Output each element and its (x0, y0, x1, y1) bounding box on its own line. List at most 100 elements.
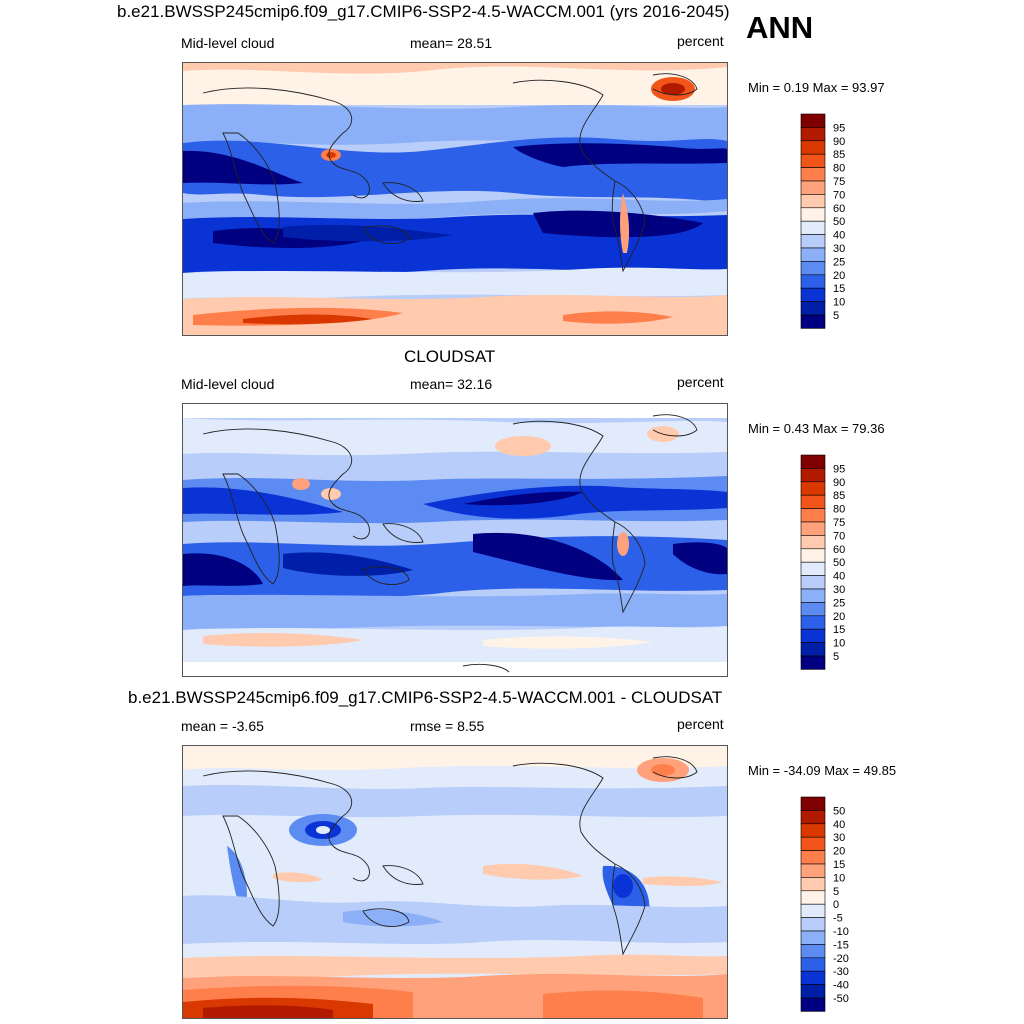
panel-2-colorbar-swatch (800, 602, 826, 617)
map-field (316, 826, 330, 834)
panel-1-colorbar-tick-label: 90 (833, 136, 845, 148)
panel-3-colorbar-swatch (800, 836, 826, 851)
map-field (183, 895, 727, 944)
panel-3-colorbar-swatch (800, 850, 826, 865)
panel-1-colorbar-swatch (800, 220, 826, 235)
panel-3-colorbar-tick-label: 50 (833, 805, 845, 817)
panel-1-colorbar-swatch (800, 207, 826, 222)
panel-2-colorbar-tick-label: 30 (833, 584, 845, 596)
map-field (283, 224, 453, 242)
map-field (183, 553, 263, 586)
map-field (183, 487, 343, 515)
panel-2-colorbar: 95 90 85 80 75 70 60 50 40 30 25 20 15 10 5 (800, 454, 861, 671)
map-field (183, 785, 727, 818)
map-field (183, 63, 727, 74)
map-field (321, 488, 341, 500)
panel-2-colorbar-swatch (800, 468, 826, 483)
panel-1-colorbar-swatch (800, 194, 826, 209)
panel-1-colorbar-swatch (800, 261, 826, 276)
panel-2-colorbar-swatch (800, 588, 826, 603)
panel-3-colorbar-tick-label: -30 (833, 966, 849, 978)
panel-2-title: CLOUDSAT (404, 347, 496, 366)
panel-3-title: b.e21.BWSSP245cmip6.f09_g17.CMIP6-SSP2-4… (128, 688, 723, 707)
map-field (183, 954, 727, 978)
panel-1-colorbar-tick-label: 30 (833, 243, 845, 255)
panel-1-colorbar-swatch (800, 274, 826, 289)
map-field (183, 295, 727, 335)
panel-3-map (182, 745, 728, 1019)
panel-2-colorbar-tick-label: 75 (833, 517, 845, 529)
panel-2-colorbar-tick-label: 50 (833, 557, 845, 569)
panel-2-colorbar-tick-label: 95 (833, 463, 845, 475)
map-field (533, 210, 703, 238)
panel-3-colorbar-tick-label: 10 (833, 872, 845, 884)
panel-1-colorbar: 95 90 85 80 75 70 60 50 40 30 25 20 15 10 5 (800, 113, 861, 330)
panel-3-colorbar-tick-label: -5 (833, 913, 843, 925)
panel-1-map (182, 62, 728, 336)
panel-2-colorbar-tick-label: 5 (833, 651, 839, 663)
panel-2-colorbar-tick-label: 60 (833, 544, 845, 556)
panel-2-colorbar-tick-label: 15 (833, 624, 845, 636)
panel-3-minmax: Min = -34.09 Max = 49.85 (748, 763, 897, 778)
panel-3-colorbar-swatch (800, 970, 826, 985)
panel-3-colorbar-swatch (800, 917, 826, 932)
panel-3-colorbar-tick-label: 40 (833, 819, 845, 831)
map-field (183, 104, 727, 145)
map-field (513, 143, 727, 167)
panel-1-colorbar-tick-label: 75 (833, 176, 845, 188)
panel-3-colorbar-swatch (800, 944, 826, 959)
panel-1-colorbar-swatch (800, 167, 826, 182)
panel-1-mean-label: mean= 28.51 (410, 35, 493, 51)
panel-3-colorbar-swatch (800, 863, 826, 878)
panel-1-colorbar-tick-label: 15 (833, 283, 845, 295)
panel-1-units-label: percent (677, 33, 724, 49)
map-field (183, 746, 727, 770)
panel-2-colorbar-swatch (800, 655, 826, 670)
panel-1-colorbar-swatch (800, 153, 826, 168)
panel-2-colorbar-swatch (800, 628, 826, 643)
panel-1-colorbar-swatch (800, 301, 826, 316)
panel-3-colorbar-tick-label: 20 (833, 846, 845, 858)
season-label: ANN (746, 10, 814, 45)
panel-3-colorbar-tick-label: -10 (833, 926, 849, 938)
panel-1-colorbar-tick-label: 85 (833, 149, 845, 161)
panel-2-colorbar-swatch (800, 521, 826, 536)
map-field (423, 485, 727, 519)
panel-1-colorbar-swatch (800, 180, 826, 195)
panel-3-colorbar-tick-label: -40 (833, 980, 849, 992)
map-field (183, 536, 727, 598)
panel-2-map (182, 403, 728, 677)
panel-3-colorbar-swatch (800, 810, 826, 825)
panel-2-units-label: percent (677, 374, 724, 390)
map-field (643, 876, 723, 886)
panel-1-colorbar-swatch (800, 314, 826, 329)
panel-2-colorbar-tick-label: 10 (833, 638, 845, 650)
panel-3-colorbar-tick-label: -20 (833, 953, 849, 965)
map-field (483, 863, 583, 880)
map-field (673, 542, 727, 575)
panel-3-colorbar-tick-label: 5 (833, 886, 839, 898)
map-field (661, 83, 685, 95)
panel-1-colorbar-tick-label: 70 (833, 189, 845, 201)
panel-2-mean-label: mean= 32.16 (410, 376, 493, 392)
coastlines (202, 756, 698, 956)
panel-2-colorbar-tick-label: 70 (833, 530, 845, 542)
map-field (183, 626, 727, 662)
map-field (617, 532, 629, 556)
map-field (473, 532, 623, 581)
map-field (463, 491, 583, 506)
map-field (203, 633, 363, 647)
panel-2-colorbar-swatch (800, 454, 826, 469)
panel-2-colorbar-tick-label: 90 (833, 477, 845, 489)
panel-2-colorbar-tick-label: 85 (833, 490, 845, 502)
panel-2-colorbar-swatch (800, 642, 826, 657)
panel-2-colorbar-swatch (800, 535, 826, 550)
panel-3-colorbar-swatch (800, 823, 826, 838)
panel-1-colorbar-swatch (800, 287, 826, 302)
panel-3-mean-label: mean = -3.65 (181, 718, 264, 734)
panel-1-colorbar-tick-label: 60 (833, 203, 845, 215)
panel-1-colorbar-tick-label: 50 (833, 216, 845, 228)
panel-3-rmse-label: rmse = 8.55 (410, 718, 485, 734)
panel-2-colorbar-swatch (800, 508, 826, 523)
map-field (273, 872, 323, 883)
